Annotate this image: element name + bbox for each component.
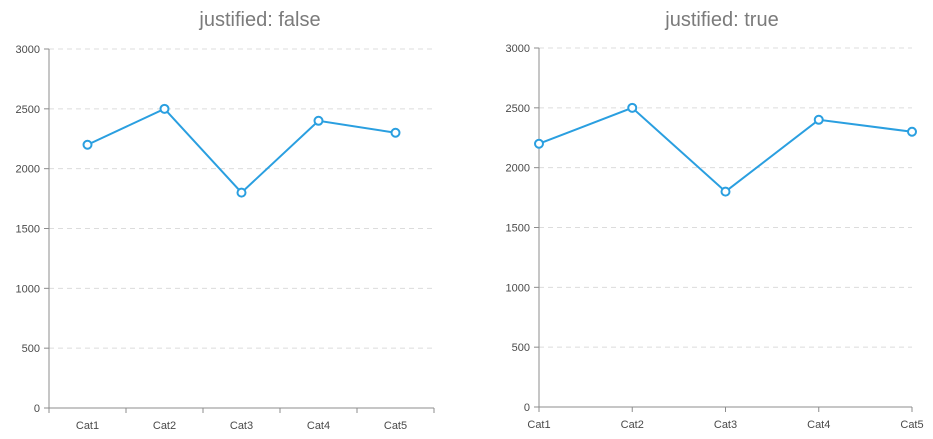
data-point-marker xyxy=(907,126,917,137)
data-point-marker xyxy=(159,103,170,114)
y-tick-label: 1500 xyxy=(16,224,40,236)
y-tick-label: 1000 xyxy=(16,283,40,295)
data-point-marker xyxy=(720,186,731,197)
series-line xyxy=(87,107,396,195)
x-tick-label: Cat3 xyxy=(714,419,737,431)
x-tick-label: Cat4 xyxy=(307,420,330,432)
x-tick-label: Cat5 xyxy=(384,420,407,432)
data-point-marker xyxy=(236,187,247,198)
y-tick-label: 2500 xyxy=(16,104,40,116)
data-point-marker xyxy=(813,114,824,125)
x-tick-label: Cat4 xyxy=(807,419,830,431)
chart-svg-left: justified: false 0 500 1000 1500 2000 2500 300… xyxy=(16,9,435,432)
data-point-marker xyxy=(390,127,401,138)
y-tick-label: 2500 xyxy=(506,103,530,115)
chart-svg-right: justified: true 0 500 1000 1500 2000 2500 3000… xyxy=(506,9,924,431)
data-point-marker xyxy=(82,139,93,150)
chart-justified-false: justified: false 0 500 1000 1500 2000 2500 300… xyxy=(0,0,466,439)
x-tick-label: Cat3 xyxy=(230,420,253,432)
chart-title: justified: true xyxy=(664,9,778,31)
x-tick-label: Cat1 xyxy=(527,419,550,431)
data-point-marker xyxy=(534,138,544,149)
data-point-marker xyxy=(313,115,324,126)
y-tick-label: 3000 xyxy=(16,44,40,56)
y-tick-label: 1500 xyxy=(506,223,530,235)
series-line xyxy=(538,106,913,193)
x-tick-label: Cat1 xyxy=(76,420,99,432)
y-tick-label: 500 xyxy=(512,342,530,354)
y-tick-label: 0 xyxy=(524,402,530,414)
y-tick-label: 3000 xyxy=(506,43,530,55)
chart-justified-true: justified: true 0 500 1000 1500 2000 2500 3000… xyxy=(466,0,933,439)
y-tick-label: 2000 xyxy=(506,163,530,175)
data-point-marker xyxy=(627,102,638,113)
y-tick-label: 2000 xyxy=(16,164,40,176)
x-tick-label: Cat2 xyxy=(153,420,176,432)
chart-title: justified: false xyxy=(198,9,320,31)
y-tick-label: 500 xyxy=(22,343,40,355)
y-tick-label: 0 xyxy=(34,403,40,415)
y-tick-label: 1000 xyxy=(506,282,530,294)
x-tick-label: Cat5 xyxy=(900,419,923,431)
x-tick-label: Cat2 xyxy=(621,419,644,431)
